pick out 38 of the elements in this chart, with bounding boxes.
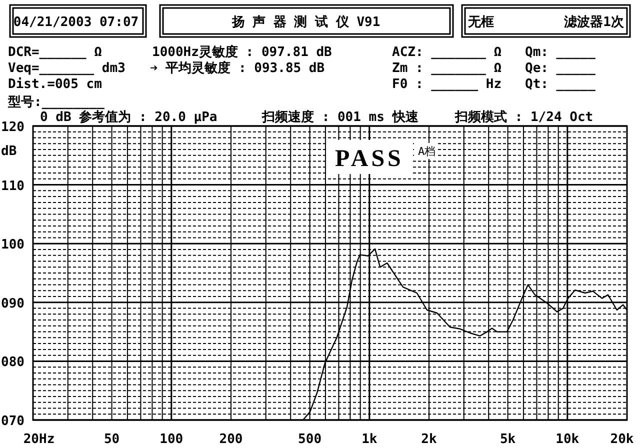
text: Qe: _____: [525, 61, 596, 76]
x-tick-label: 5k: [500, 432, 516, 447]
x-tick-label: 20Hz: [23, 432, 55, 447]
text: 04/21/2003 07:07: [13, 15, 139, 30]
text: Qm: _____: [525, 45, 596, 60]
x-tick-label: 500: [298, 432, 322, 447]
text: Qt: _____: [525, 77, 596, 92]
text: Veq=_______ dm3: [8, 61, 126, 76]
text: 滤波器1次: [563, 15, 625, 30]
text: 无框: [467, 15, 494, 30]
annotation: A档: [418, 145, 436, 158]
text: ➔ 平均灵敏度 : 093.85 dB: [150, 60, 325, 76]
text: DCR=______ Ω: [8, 45, 102, 60]
text: 型号:________: [7, 95, 105, 110]
y-tick-label: 120: [1, 120, 25, 135]
x-tick-label: 50: [104, 432, 120, 447]
x-tick-label: 1k: [362, 432, 378, 447]
text: Zm : _______ Ω: [392, 61, 502, 76]
x-tick-label: 200: [219, 432, 243, 447]
x-tick-label: 2k: [421, 432, 437, 447]
text: 1000Hz灵敏度 : 097.81 dB: [152, 44, 332, 60]
y-tick-label: 070: [1, 414, 25, 429]
y-tick-label: 080: [1, 355, 25, 370]
text: Dist.=005 cm: [8, 77, 102, 92]
text: F0 : ______ Hz: [392, 77, 502, 92]
x-tick-label: 10k: [556, 432, 580, 447]
x-tick-label: 20k: [610, 432, 634, 447]
text: ACZ: _______ Ω: [392, 45, 502, 60]
text: 0 dB 参考值为 : 20.0 μPa: [40, 109, 218, 125]
annotation: PASS: [335, 146, 404, 172]
x-tick-label: 100: [160, 432, 184, 447]
y-axis-title: dB: [1, 144, 17, 159]
y-tick-label: 100: [1, 238, 25, 253]
y-tick-label: 090: [1, 296, 25, 312]
chart-title: 扬 声 器 测 试 仪 V91: [230, 14, 380, 30]
text: 扫频模式 : 1/24 Oct: [454, 109, 594, 125]
y-tick-label: 110: [1, 178, 25, 194]
text: 扫频速度 : 001 ms 快速: [261, 109, 420, 125]
